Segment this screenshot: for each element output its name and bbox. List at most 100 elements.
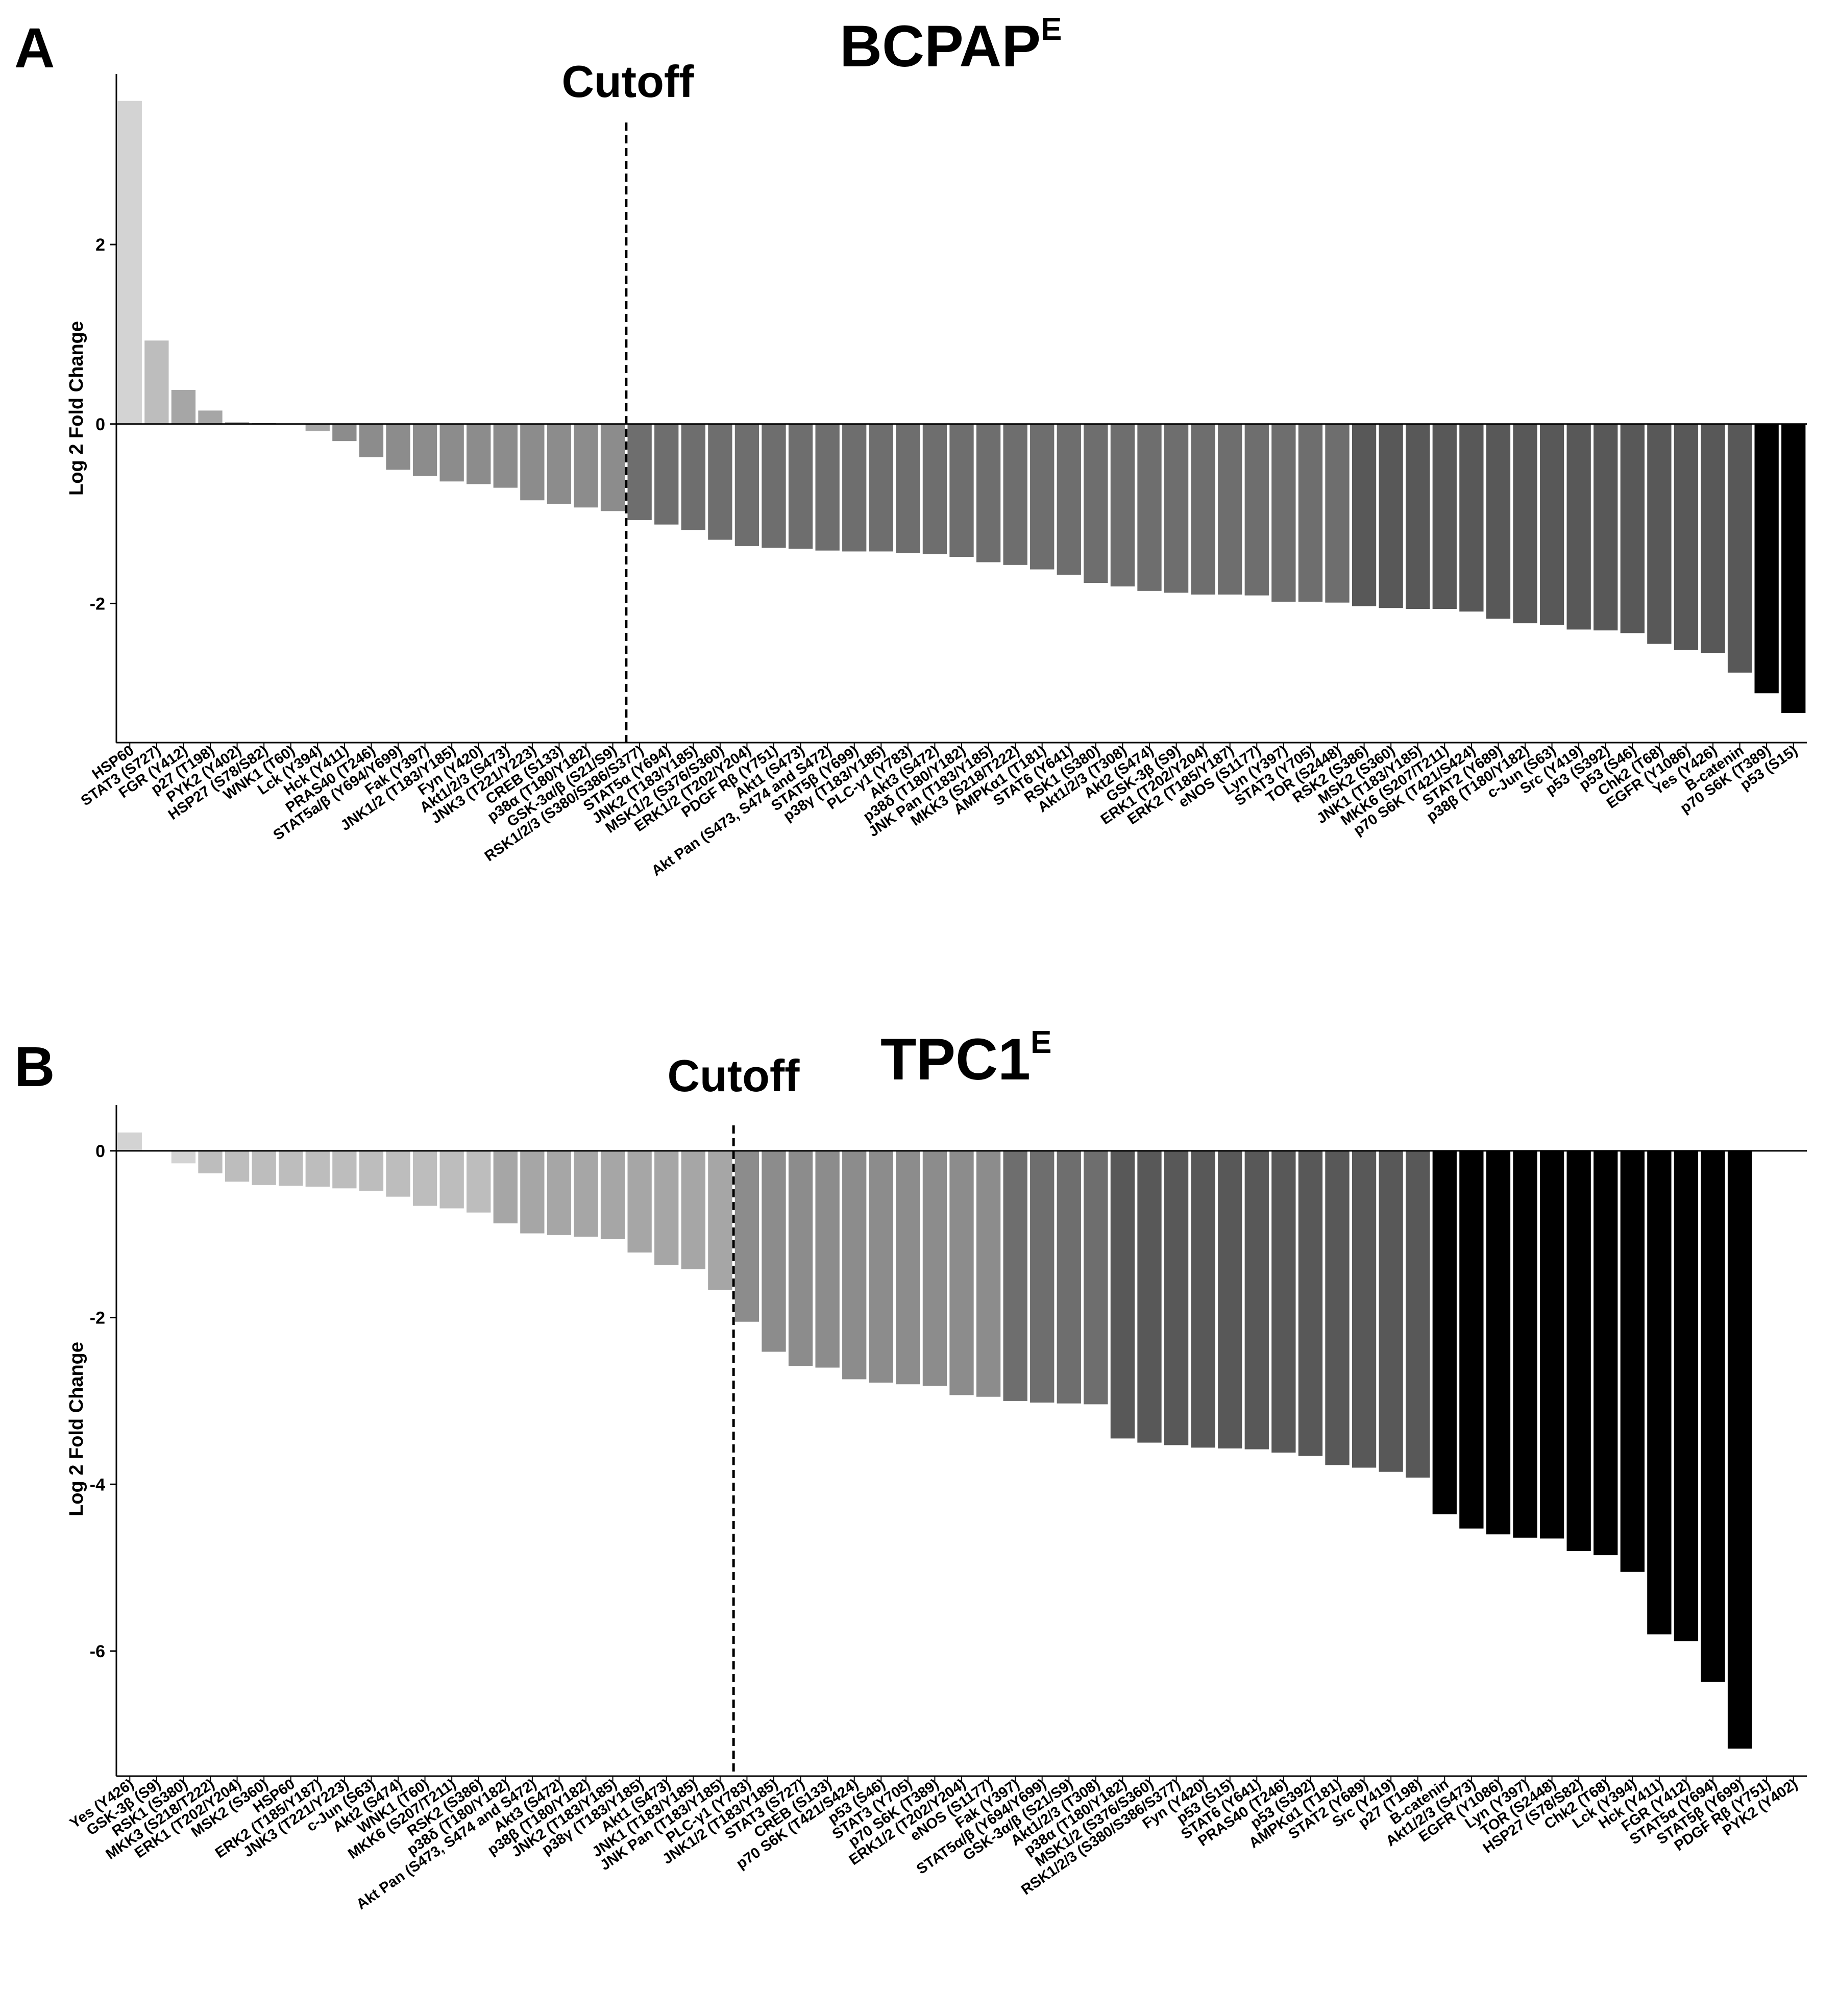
panel-b-bar-18: JNK2 (T183/Y185): -1.06 xyxy=(600,1150,625,1239)
panel-b-bar-54: HSP27 (S78/S82): -4.8 xyxy=(1566,1150,1591,1551)
panel-a-bar-40: ERK1 (T202/Y204): -1.9 xyxy=(1191,424,1215,595)
panel-a-bar-60: B-catenin: -2.77 xyxy=(1727,424,1752,673)
panel-a-bar-13: Fyn (Y420): -0.67 xyxy=(467,424,491,484)
panel-b-bar-37: p38α (T180/Y182): -3.45 xyxy=(1110,1150,1135,1439)
panel-b-bar-27: p70 S6K (T421/S424): -2.74 xyxy=(842,1150,867,1380)
panel-a-bar-7: Lck (Y394): -0.08 xyxy=(305,424,330,431)
panel-a-bar-16: CREB (S133): -0.89 xyxy=(547,424,572,504)
panel-b-bar-57: Hck (Y411): -5.8 xyxy=(1647,1150,1672,1635)
panel-b-bar-39: RSK1/2/3 (S380/S386/S377): -3.53 xyxy=(1164,1150,1189,1445)
panel-a-bar-41: ERK2 (T185/Y187): -1.9 xyxy=(1218,424,1242,595)
panel-b-bar-34: STAT5α/β (Y694/Y699): -3.02 xyxy=(1030,1150,1055,1403)
panel-a-bar-11: Fak (Y397): -0.58 xyxy=(412,424,437,476)
panel-a-bar-62: p53 (S15): -3.22 xyxy=(1781,424,1806,713)
panel-a-bar-34: AMPKα1 (T181): -1.62 xyxy=(1030,424,1055,570)
panel-b-bar-26: CREB (S133): -2.6 xyxy=(815,1150,840,1368)
panel-b-bar-30: p70 S6K (T389): -2.82 xyxy=(922,1150,947,1386)
panel-b-bar-47: Src (Y419): -3.85 xyxy=(1379,1150,1403,1472)
panel-b-bar-48: p27 (T198): -3.92 xyxy=(1406,1150,1430,1478)
panel-a-bar-48: JNK1 (T183/Y185): -2.06 xyxy=(1406,424,1430,609)
panel-b-bar-60: STAT5β (Y699): -7.17 xyxy=(1727,1150,1752,1749)
panel-a-bar-51: STAT2 (Y689): -2.17 xyxy=(1486,424,1511,619)
panel-b-bar-58: FGR (Y412): -5.88 xyxy=(1674,1150,1699,1641)
panel-a-bar-23: ERK1/2 (T202/Y204): -1.36 xyxy=(734,424,759,546)
panel-b-bar-45: AMPKα1 (T181): -3.77 xyxy=(1325,1150,1350,1465)
panel-a-bar-0: HSP60: 3.6 xyxy=(117,101,142,424)
panel-b-bar-4: ERK1 (T202/Y204): -0.37 xyxy=(225,1150,250,1182)
panel-a-bar-44: STAT3 (Y705): -1.98 xyxy=(1298,424,1323,602)
panel-a-bar-24: PDGF Rβ (Y751): -1.38 xyxy=(762,424,786,548)
panel-a-bar-46: RSK2 (S386): -2.03 xyxy=(1352,424,1377,606)
panel-a-bar-19: RSK1/2/3 (S380/S386/S377): -1.07 xyxy=(627,424,652,520)
panel-a-title-main: BCPAP xyxy=(840,14,1041,79)
panel-a-bar-31: p38δ (T180/Y182): -1.48 xyxy=(949,424,974,557)
panel-a-bar-14: Akt1/2/3 (S473): -0.71 xyxy=(493,424,518,488)
panel-a-y-tick-label-0: 2 xyxy=(95,235,105,255)
panel-a-bar-45: TOR (S2448): -1.99 xyxy=(1325,424,1350,603)
panel-b-y-axis-label: Log 2 Fold Change xyxy=(66,1342,87,1516)
panel-a-bar-32: JNK Pan (T183/Y185): -1.54 xyxy=(976,424,1001,562)
panel-b-y-tick-label-3: -6 xyxy=(90,1642,105,1661)
panel-b-bar-40: Fyn (Y420): -3.56 xyxy=(1191,1150,1215,1448)
panel-a-bar-36: RSK1 (S380): -1.77 xyxy=(1084,424,1108,583)
panel-b-bar-10: Akt2 (S474): -0.55 xyxy=(386,1150,410,1197)
panel-b-title-main: TPC1 xyxy=(880,1027,1031,1092)
panel-b-y-tick-label-2: -4 xyxy=(90,1475,105,1494)
panel-a-bar-39: GSK-3β (S9): -1.88 xyxy=(1164,424,1189,593)
panel-b-bar-28: p53 (S46): -2.78 xyxy=(869,1150,893,1383)
panel-b-bar-5: MSK2 (S360): -0.41 xyxy=(252,1150,276,1185)
panel-a-bar-59: Yes (Y426): -2.55 xyxy=(1701,424,1725,653)
panel-a-cutoff-label: Cutoff xyxy=(562,56,695,107)
panel-b-bar-31: ERK1/2 (T202/Y204): -2.93 xyxy=(949,1150,974,1395)
panel-a-bar-3: p27 (T198): 0.15 xyxy=(198,410,223,424)
panel-b-bar-21: JNK1 (T183/Y185): -1.42 xyxy=(681,1150,705,1269)
panel-b-bar-38: MSK1/2 (S376/S360): -3.5 xyxy=(1137,1150,1162,1443)
panel-b-bar-3: MKK3 (S218/T222): -0.27 xyxy=(198,1150,223,1173)
panel-a-bar-15: JNK3 (T221/Y223): -0.85 xyxy=(520,424,545,501)
panel-b-bar-24: JNK1/2 (T183/Y185): -2.41 xyxy=(762,1150,786,1352)
panel-a-bar-37: Akt1/2/3 (T308): -1.81 xyxy=(1110,424,1135,587)
panel-a-title-superscript: E xyxy=(1041,12,1062,47)
panel-b-bar-11: WNK1 (T60): -0.66 xyxy=(412,1150,437,1206)
panel-b-bar-8: JNK3 (T221/Y223): -0.45 xyxy=(332,1150,357,1189)
panel-a-bar-61: p70 S6K (T389): -3 xyxy=(1754,424,1779,694)
panel-b-cutoff-label: Cutoff xyxy=(668,1050,800,1101)
panel-a-bar-8: Hck (Y411): -0.19 xyxy=(332,424,357,441)
panel-b-bar-59: STAT5α (Y694): -6.37 xyxy=(1701,1150,1725,1682)
panel-b-bar-41: p53 (S15): -3.57 xyxy=(1218,1150,1242,1449)
panel-b-bar-25: STAT3 (S727): -2.58 xyxy=(788,1150,813,1366)
panel-a-bar-25: Akt1 (S473): -1.39 xyxy=(788,424,813,549)
panel-b-bar-32: eNOS (S1177): -2.95 xyxy=(976,1150,1001,1397)
panel-a: A BCPAPE Cutoff Log 2 Fold Change HSP60:… xyxy=(14,12,1807,879)
panel-b-bar-16: Akt3 (S472): -1.01 xyxy=(547,1150,572,1235)
panel-a-bar-9: PRAS40 (T246): -0.37 xyxy=(359,424,384,457)
panel-b-bar-14: p38δ (T180/Y182): -0.87 xyxy=(493,1150,518,1223)
panel-a-bar-29: PLC-γ1 (Y783): -1.44 xyxy=(896,424,920,553)
panel-a-y-tick-label-1: 0 xyxy=(95,415,105,434)
panel-a-bar-22: MSK1/2 (S376/S360): -1.29 xyxy=(708,424,732,540)
panel-b-bar-50: Akt1/2/3 (S473): -4.53 xyxy=(1459,1150,1484,1529)
panel-b-bar-46: STAT2 (Y689): -3.8 xyxy=(1352,1150,1377,1468)
panel-a-bar-35: STAT6 (Y641): -1.68 xyxy=(1057,424,1081,575)
panel-a-bar-53: c-Jun (S63): -2.24 xyxy=(1539,424,1564,625)
panel-b-title: TPC1E xyxy=(880,1025,1051,1092)
panel-a-bar-38: Akt2 (S474): -1.86 xyxy=(1137,424,1162,591)
panel-a-bar-55: p53 (S392): -2.3 xyxy=(1594,424,1618,631)
panel-a-bar-33: MKK3 (S218/T222): -1.57 xyxy=(1003,424,1027,565)
panel-a-bar-17: p38α (T180/Y182): -0.93 xyxy=(574,424,598,508)
panel-b-bar-29: STAT3 (Y705): -2.8 xyxy=(896,1150,920,1385)
panel-b-bar-6: HSP60: -0.42 xyxy=(279,1150,303,1186)
panel-b-bar-56: Lck (Y394): -5.05 xyxy=(1620,1150,1645,1572)
panel-a-bar-10: STAT5a/β (Y694/Y699): -0.51 xyxy=(386,424,410,470)
panel-a-bar-42: eNOS (S1177): -1.91 xyxy=(1244,424,1269,596)
panel-b-bar-51: EGFR (Y1086): -4.6 xyxy=(1486,1150,1511,1535)
panel-a-letter: A xyxy=(14,17,55,80)
panel-a-bar-58: EGFR (Y1086): -2.52 xyxy=(1674,424,1699,650)
panel-b-bar-36: Akt1/2/3 (T308): -3.04 xyxy=(1084,1150,1108,1405)
panel-a-y-tick-label-2: -2 xyxy=(90,594,105,613)
panel-b-bar-15: Akt Pan (S473, S474 and S472): -0.99 xyxy=(520,1150,545,1234)
panel-a-bar-2: FGR (Y412): 0.38 xyxy=(171,389,196,424)
panel-a-y-axis-label: Log 2 Fold Change xyxy=(66,321,87,496)
panel-a-bar-18: GSK-3α/β (S21/S9): -0.97 xyxy=(600,424,625,511)
